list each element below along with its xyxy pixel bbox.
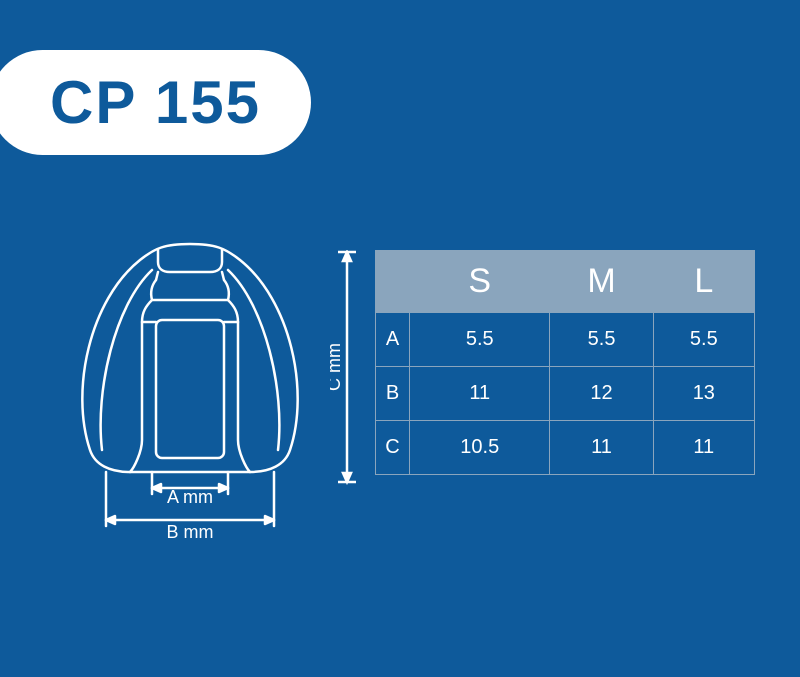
- cell: 11: [550, 421, 653, 475]
- cell: 5.5: [550, 313, 653, 367]
- product-code: CP 155: [50, 69, 261, 136]
- core-bore: [156, 320, 224, 458]
- row-header-b: B: [376, 367, 410, 421]
- cell: 10.5: [410, 421, 550, 475]
- dimensions-table: S M L A 5.5 5.5 5.5 B 11 12 13 C 10.5 11: [375, 250, 755, 475]
- row-header-a: A: [376, 313, 410, 367]
- cell: 13: [653, 367, 754, 421]
- table-row: C 10.5 11 11: [376, 421, 755, 475]
- core-top: [158, 250, 222, 272]
- eartip-diagram: A mm B mm: [60, 240, 320, 550]
- diagram-svg: A mm B mm: [60, 240, 320, 550]
- col-header-l: L: [653, 251, 754, 313]
- table-row: A 5.5 5.5 5.5: [376, 313, 755, 367]
- core-left-wall: [130, 300, 152, 472]
- dim-c-label: C mm: [330, 343, 344, 391]
- col-header-s: S: [410, 251, 550, 313]
- cell: 11: [653, 421, 754, 475]
- dim-a-label: A mm: [167, 487, 213, 507]
- col-header-m: M: [550, 251, 653, 313]
- core-neck: [151, 280, 229, 300]
- cell: 5.5: [653, 313, 754, 367]
- dim-c: C mm: [330, 250, 370, 490]
- core-right-wall: [228, 300, 250, 472]
- table-corner: [376, 251, 410, 313]
- row-header-c: C: [376, 421, 410, 475]
- title-pill: CP 155: [0, 50, 311, 155]
- cell: 11: [410, 367, 550, 421]
- cell: 5.5: [410, 313, 550, 367]
- size-table: S M L A 5.5 5.5 5.5 B 11 12 13 C 10.5 11: [375, 250, 755, 475]
- table-row: B 11 12 13: [376, 367, 755, 421]
- dim-b-label: B mm: [167, 522, 214, 542]
- outer-dome: [82, 244, 297, 472]
- cell: 12: [550, 367, 653, 421]
